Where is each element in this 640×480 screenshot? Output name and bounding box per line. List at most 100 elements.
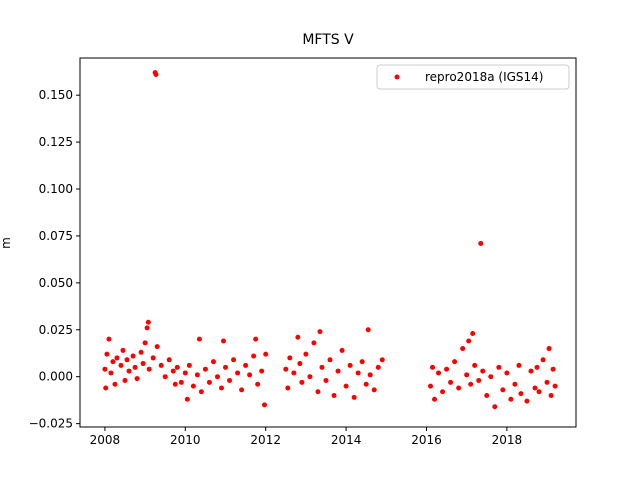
- point: [496, 364, 502, 370]
- point: [146, 366, 152, 372]
- point: [140, 361, 146, 367]
- point: [158, 362, 164, 368]
- point: [235, 370, 241, 376]
- point: [375, 364, 381, 370]
- point: [102, 366, 108, 372]
- point: [184, 396, 190, 402]
- point: [315, 389, 321, 395]
- x-tick-label: 2008: [90, 433, 121, 447]
- point: [528, 368, 534, 374]
- y-tick-label: 0.050: [39, 276, 73, 290]
- point: [247, 372, 253, 378]
- point: [456, 385, 462, 391]
- point: [253, 336, 259, 342]
- point: [317, 329, 323, 335]
- point: [259, 368, 265, 374]
- point: [365, 327, 371, 333]
- point: [172, 381, 178, 387]
- point: [291, 370, 297, 376]
- point: [295, 334, 301, 340]
- point: [508, 396, 514, 402]
- point: [516, 362, 522, 368]
- point: [122, 377, 128, 383]
- legend-marker: [394, 74, 400, 80]
- point: [297, 361, 303, 367]
- point: [460, 346, 466, 352]
- point: [331, 392, 337, 398]
- point: [145, 319, 151, 325]
- point: [379, 357, 385, 363]
- y-tick-label: 0.125: [39, 135, 73, 149]
- point: [327, 357, 333, 363]
- point: [144, 325, 150, 331]
- point: [227, 377, 233, 383]
- point: [255, 381, 261, 387]
- point: [130, 353, 136, 359]
- point: [536, 389, 542, 395]
- point: [239, 387, 245, 393]
- x-tick-label: 2014: [331, 433, 362, 447]
- point: [186, 362, 192, 368]
- point: [134, 376, 140, 382]
- y-tick-label: −0.025: [29, 417, 73, 431]
- point: [347, 362, 353, 368]
- point: [223, 364, 229, 370]
- point: [103, 385, 109, 391]
- point: [124, 357, 130, 363]
- point: [114, 355, 120, 361]
- point: [452, 359, 458, 365]
- point: [343, 383, 349, 389]
- x-tick-label: 2016: [411, 433, 442, 447]
- point: [283, 366, 289, 372]
- point: [359, 359, 365, 365]
- point: [198, 389, 204, 395]
- chart-title: MFTS V: [302, 32, 354, 48]
- point: [196, 336, 202, 342]
- point: [448, 379, 454, 385]
- point: [546, 346, 552, 352]
- point: [285, 385, 291, 391]
- point: [299, 379, 305, 385]
- point: [132, 364, 138, 370]
- x-tick-label: 2012: [250, 433, 281, 447]
- point: [552, 383, 558, 389]
- point: [472, 362, 478, 368]
- point: [311, 340, 317, 346]
- point: [532, 385, 538, 391]
- plot-frame: [79, 57, 577, 428]
- point: [153, 72, 159, 78]
- point: [104, 351, 110, 357]
- point: [464, 372, 470, 378]
- point: [430, 364, 436, 370]
- point: [468, 381, 474, 387]
- point: [243, 362, 249, 368]
- point: [166, 357, 172, 363]
- point: [106, 336, 112, 342]
- point: [476, 377, 482, 383]
- point: [287, 355, 293, 361]
- point: [432, 396, 438, 402]
- point: [190, 383, 196, 389]
- point: [126, 368, 132, 374]
- point: [363, 381, 369, 387]
- point: [550, 366, 556, 372]
- y-tick-label: 0.000: [39, 370, 73, 384]
- legend-label: repro2018a (IGS14): [425, 70, 543, 84]
- point: [500, 387, 506, 393]
- point: [120, 347, 126, 353]
- point: [524, 398, 530, 404]
- point: [210, 359, 216, 365]
- point: [231, 357, 237, 363]
- point: [170, 368, 176, 374]
- y-tick-label: 0.100: [39, 182, 73, 196]
- point: [154, 344, 160, 350]
- point: [150, 355, 156, 361]
- point: [174, 364, 180, 370]
- point: [540, 357, 546, 363]
- point: [303, 351, 309, 357]
- point: [218, 385, 224, 391]
- point: [206, 379, 212, 385]
- point: [335, 368, 341, 374]
